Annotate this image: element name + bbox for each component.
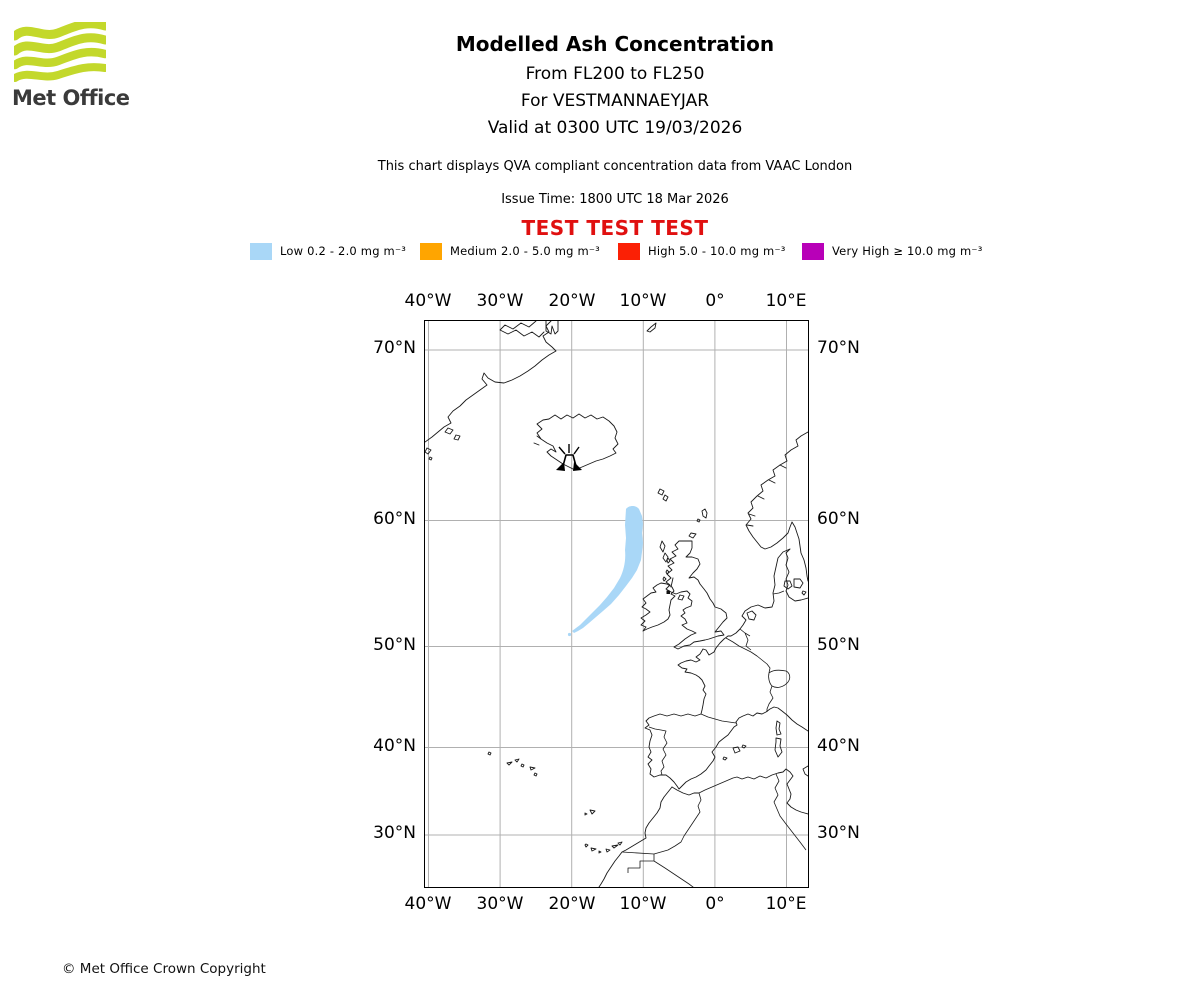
legend-item-medium: Medium 2.0 - 5.0 mg m⁻³: [420, 243, 600, 260]
greenland-offshore-islands: [424, 427, 460, 460]
met-office-waves-icon: [10, 19, 110, 82]
coastline-isle-of-man: [677, 594, 684, 600]
x-tick-bottom-10e: 10°E: [765, 894, 807, 914]
coastline-danish-islands: [783, 578, 806, 595]
ash-plume-polygon: [571, 505, 643, 633]
x-tick-top-10e: 10°E: [765, 291, 807, 311]
page-title: Modelled Ash Concentration: [455, 32, 775, 56]
x-tick-top-10w: 10°W: [619, 291, 667, 311]
y-tick-right-30n: 30°N: [817, 823, 860, 843]
border-portugal-spain: [648, 726, 667, 775]
border-western-sahara-steps: [621, 851, 654, 873]
ash-plume-speck: [567, 632, 571, 636]
legend-swatch-low: [250, 243, 272, 260]
x-tick-top-40w: 40°W: [404, 291, 452, 311]
legend-label-very-high: Very High ≥ 10.0 mg m⁻³: [832, 244, 983, 258]
ash-plume-low: [567, 505, 643, 636]
y-tick-left-50n: 50°N: [373, 635, 416, 655]
legend-item-low: Low 0.2 - 2.0 mg m⁻³: [250, 243, 406, 260]
volcano-subtitle: For VESTMANNAEYJAR: [520, 91, 710, 111]
volcano-icon: [555, 443, 582, 471]
border-switzerland: [767, 669, 790, 688]
coastline-iberia: [644, 713, 737, 789]
coastline-faroes: [657, 488, 668, 501]
x-tick-top-20w: 20°W: [548, 291, 596, 311]
y-tick-right-60n: 60°N: [817, 509, 860, 529]
legend-label-medium: Medium 2.0 - 5.0 mg m⁻³: [450, 244, 600, 258]
coastline-madeira: [584, 809, 595, 815]
issue-time: Issue Time: 1800 UTC 18 Mar 2026: [501, 192, 729, 207]
y-tick-left-60n: 60°N: [373, 509, 416, 529]
coastline-france-west: [677, 638, 724, 714]
x-tick-bottom-20w: 20°W: [548, 894, 596, 914]
y-tick-right-70n: 70°N: [817, 338, 860, 358]
coastline-africa-med: [671, 768, 808, 814]
political-borders: [621, 590, 806, 887]
coastline-azores: [487, 751, 537, 776]
legend-item-very-high: Very High ≥ 10.0 mg m⁻³: [802, 243, 983, 260]
border-low-countries: [739, 628, 751, 650]
x-tick-bottom-30w: 30°W: [476, 894, 524, 914]
coastline-sardinia: [774, 737, 782, 757]
y-tick-left-70n: 70°N: [373, 338, 416, 358]
coastline-sicily-fragment: [802, 765, 808, 776]
border-pyrenees: [700, 713, 736, 723]
qva-compliance-note: This chart displays QVA compliant concen…: [377, 159, 853, 174]
coastline-norway: [745, 431, 808, 581]
flight-level-subtitle: From FL200 to FL250: [525, 64, 705, 84]
x-tick-bottom-0: 0°: [705, 894, 725, 914]
x-tick-top-30w: 30°W: [476, 291, 524, 311]
coastline-ireland: [640, 582, 675, 631]
coastline-greenland: [424, 320, 556, 442]
map-svg: [424, 320, 808, 887]
border-tunisia-algeria: [773, 773, 806, 850]
coastline-africa-atlantic: [598, 786, 672, 887]
coastline-greenland-fjords: [499, 320, 544, 337]
map-canvas: [423, 319, 809, 888]
coastline-iceland: [536, 413, 618, 470]
border-denmark-germany: [772, 590, 784, 594]
y-tick-left-30n: 30°N: [373, 823, 416, 843]
met-office-logo: [10, 19, 110, 84]
coastline-greenland-island: [545, 320, 558, 334]
coastline-shetland: [696, 508, 707, 522]
logo-waves: [10, 19, 110, 82]
met-office-wordmark: Met Office: [12, 86, 130, 110]
x-tick-top-0: 0°: [705, 291, 725, 311]
coastline-med-france-italy: [735, 706, 808, 731]
copyright-notice: © Met Office Crown Copyright: [62, 961, 266, 977]
coastline-great-britain: [665, 540, 727, 649]
coastline-jan-mayen: [646, 322, 656, 332]
valid-time-subtitle: Valid at 0300 UTC 19/03/2026: [487, 118, 743, 138]
coastline-corsica: [775, 720, 781, 735]
legend-label-low: Low 0.2 - 2.0 mg m⁻³: [280, 244, 407, 258]
coastlines: [424, 320, 808, 887]
legend-swatch-very-high: [802, 243, 824, 260]
graticule-gridlines: [424, 320, 808, 887]
y-tick-right-40n: 40°N: [817, 736, 860, 756]
coastline-canaries: [584, 841, 622, 853]
norway-fjord-ticks: [746, 464, 786, 526]
y-tick-right-50n: 50°N: [817, 635, 860, 655]
border-france-italy: [766, 685, 773, 712]
coastline-north-sea: [723, 548, 808, 639]
coastline-balearics: [722, 744, 746, 760]
legend-swatch-high: [618, 243, 640, 260]
border-france-northeast: [725, 637, 770, 673]
legend-swatch-medium: [420, 243, 442, 260]
legend-item-high: High 5.0 - 10.0 mg m⁻³: [618, 243, 786, 260]
ijsselmeer: [746, 610, 756, 620]
test-banner: TEST TEST TEST: [521, 216, 709, 240]
legend-label-high: High 5.0 - 10.0 mg m⁻³: [648, 244, 786, 258]
lough-neagh: [666, 590, 670, 594]
iceland-nw-fjords: [533, 435, 541, 445]
x-tick-bottom-40w: 40°W: [404, 894, 452, 914]
coastline-orkney: [688, 532, 696, 538]
border-morocco-algeria: [653, 792, 701, 854]
y-tick-left-40n: 40°N: [373, 736, 416, 756]
border-algeria-mali: [653, 860, 694, 887]
x-tick-bottom-10w: 10°W: [619, 894, 667, 914]
